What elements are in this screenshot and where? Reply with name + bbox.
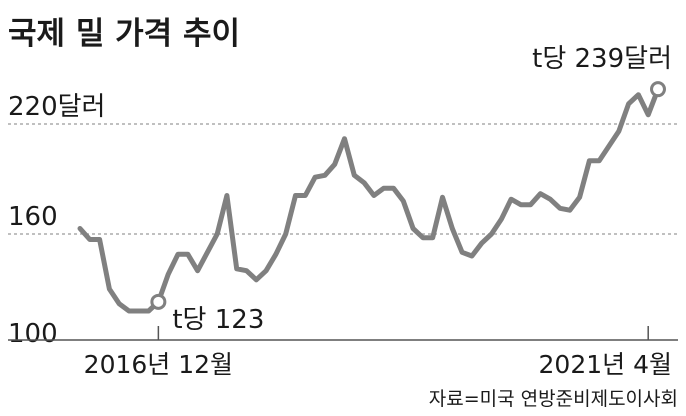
annotation-marker — [150, 293, 167, 310]
annotation-label: t당 239달러 — [532, 44, 672, 74]
grid-lines — [8, 123, 678, 235]
y-tick-label: 220달러 — [8, 92, 105, 122]
x-tick-label: 2016년 12월 — [84, 350, 233, 379]
annotation-markers: t당 123 t당 239달러 — [150, 44, 672, 335]
chart-title: 국제 밀 가격 추이 — [8, 16, 240, 52]
annotation-marker — [650, 81, 666, 98]
price-series-line — [77, 86, 661, 314]
source-note: 자료=미국 연방준비제도이사회 — [429, 388, 678, 410]
x-axis-ticks: 2016년 12월 2021년 4월 — [84, 326, 672, 379]
y-axis-labels: 220달러 160 100 — [8, 92, 105, 349]
x-tick-label: 2021년 4월 — [539, 350, 672, 379]
y-tick-label: 100 — [8, 319, 58, 349]
annotation-label: t당 123 — [172, 305, 264, 335]
y-tick-label: 160 — [8, 202, 58, 232]
